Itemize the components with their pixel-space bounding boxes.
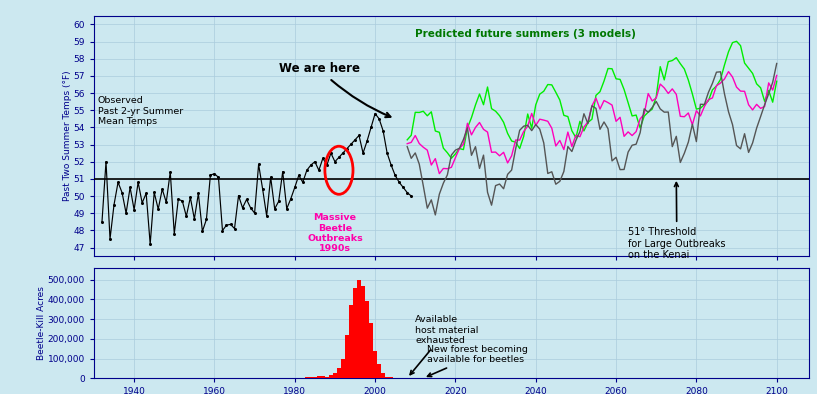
- Bar: [373, 351, 377, 378]
- Bar: [369, 323, 373, 378]
- Bar: [361, 286, 364, 378]
- Bar: [350, 305, 353, 378]
- Bar: [365, 301, 368, 378]
- Text: 51° Threshold
for Large Outbreaks
on the Kenai: 51° Threshold for Large Outbreaks on the…: [628, 183, 725, 260]
- Bar: [325, 377, 328, 378]
- Bar: [321, 377, 324, 378]
- Bar: [337, 368, 341, 378]
- Text: We are here: We are here: [279, 62, 391, 117]
- Bar: [309, 377, 313, 378]
- Bar: [342, 359, 345, 378]
- Bar: [357, 280, 361, 378]
- Bar: [353, 288, 357, 378]
- Y-axis label: Past Two Summer Temps (°F): Past Two Summer Temps (°F): [63, 71, 72, 201]
- Bar: [277, 377, 280, 378]
- Bar: [390, 377, 393, 378]
- Text: Massive
Beetle
Outbreaks
1990s: Massive Beetle Outbreaks 1990s: [307, 213, 363, 253]
- Text: Available
host material
exhausted: Available host material exhausted: [410, 315, 479, 375]
- Bar: [377, 364, 381, 378]
- Bar: [346, 335, 349, 378]
- Bar: [329, 375, 333, 378]
- Bar: [386, 377, 389, 378]
- Text: Observed
Past 2-yr Summer
Mean Temps: Observed Past 2-yr Summer Mean Temps: [98, 97, 183, 126]
- Bar: [317, 376, 320, 378]
- Y-axis label: Beetle-Kill Acres: Beetle-Kill Acres: [38, 286, 47, 360]
- Bar: [305, 377, 309, 378]
- Bar: [382, 374, 385, 378]
- Text: Predicted future summers (3 models): Predicted future summers (3 models): [415, 30, 636, 39]
- Bar: [313, 377, 316, 378]
- Text: New forest becoming
available for beetles: New forest becoming available for beetle…: [427, 345, 528, 377]
- Bar: [333, 374, 337, 378]
